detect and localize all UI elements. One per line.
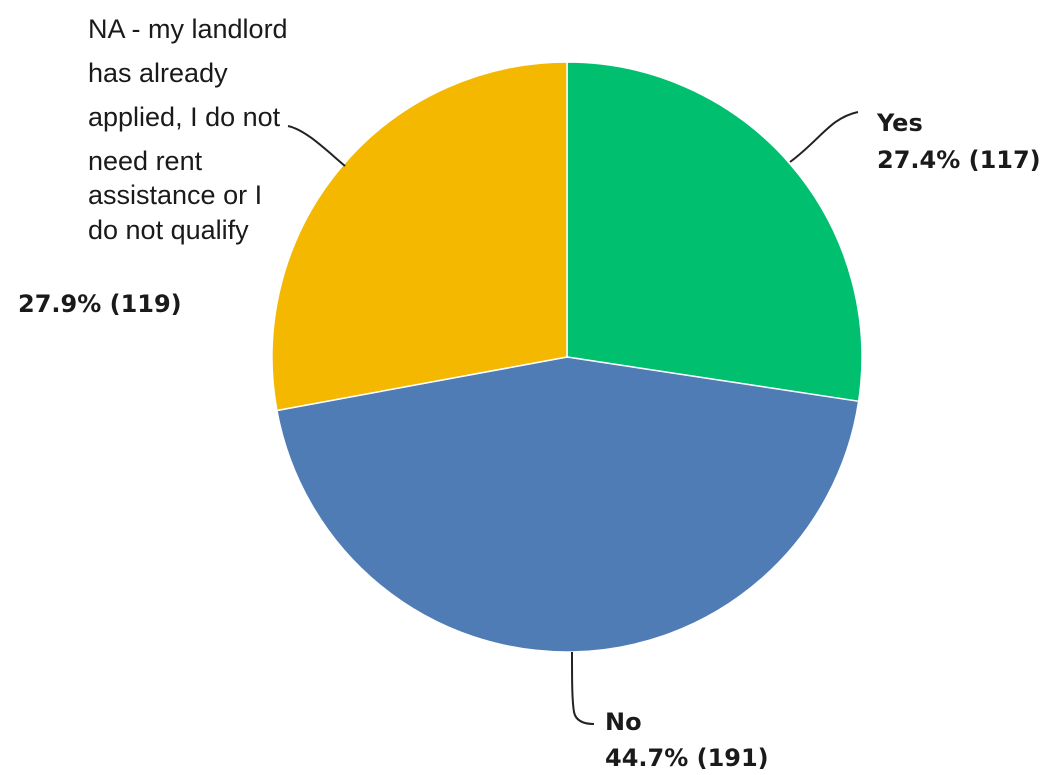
slice-label-yes: Yes: [876, 109, 923, 137]
pie-slice-no: [276, 356, 860, 653]
pie-slices: [271, 61, 863, 653]
pie-slice-yes: [566, 61, 863, 403]
slice-label-no: No: [605, 708, 642, 736]
slice-value-yes: 27.4% (117): [877, 146, 1041, 174]
slice-label-na-line-4: need rent: [88, 146, 203, 176]
slice-value-na: 27.9% (119): [18, 290, 182, 318]
slice-label-na-line-5: assistance or I: [88, 180, 262, 210]
slice-value-no: 44.7% (191): [605, 744, 769, 772]
leader-line-no: [571, 651, 595, 725]
slice-label-na-line-3: applied, I do not: [88, 102, 281, 132]
slice-label-na-line-2: has already: [88, 58, 228, 88]
slice-label-na-line-6: do not qualify: [88, 215, 249, 245]
pie-slice-na: [271, 61, 568, 412]
leader-line-yes: [789, 111, 859, 163]
leader-line-na: [287, 125, 346, 167]
slice-label-na-line-1: NA - my landlord: [88, 14, 288, 44]
